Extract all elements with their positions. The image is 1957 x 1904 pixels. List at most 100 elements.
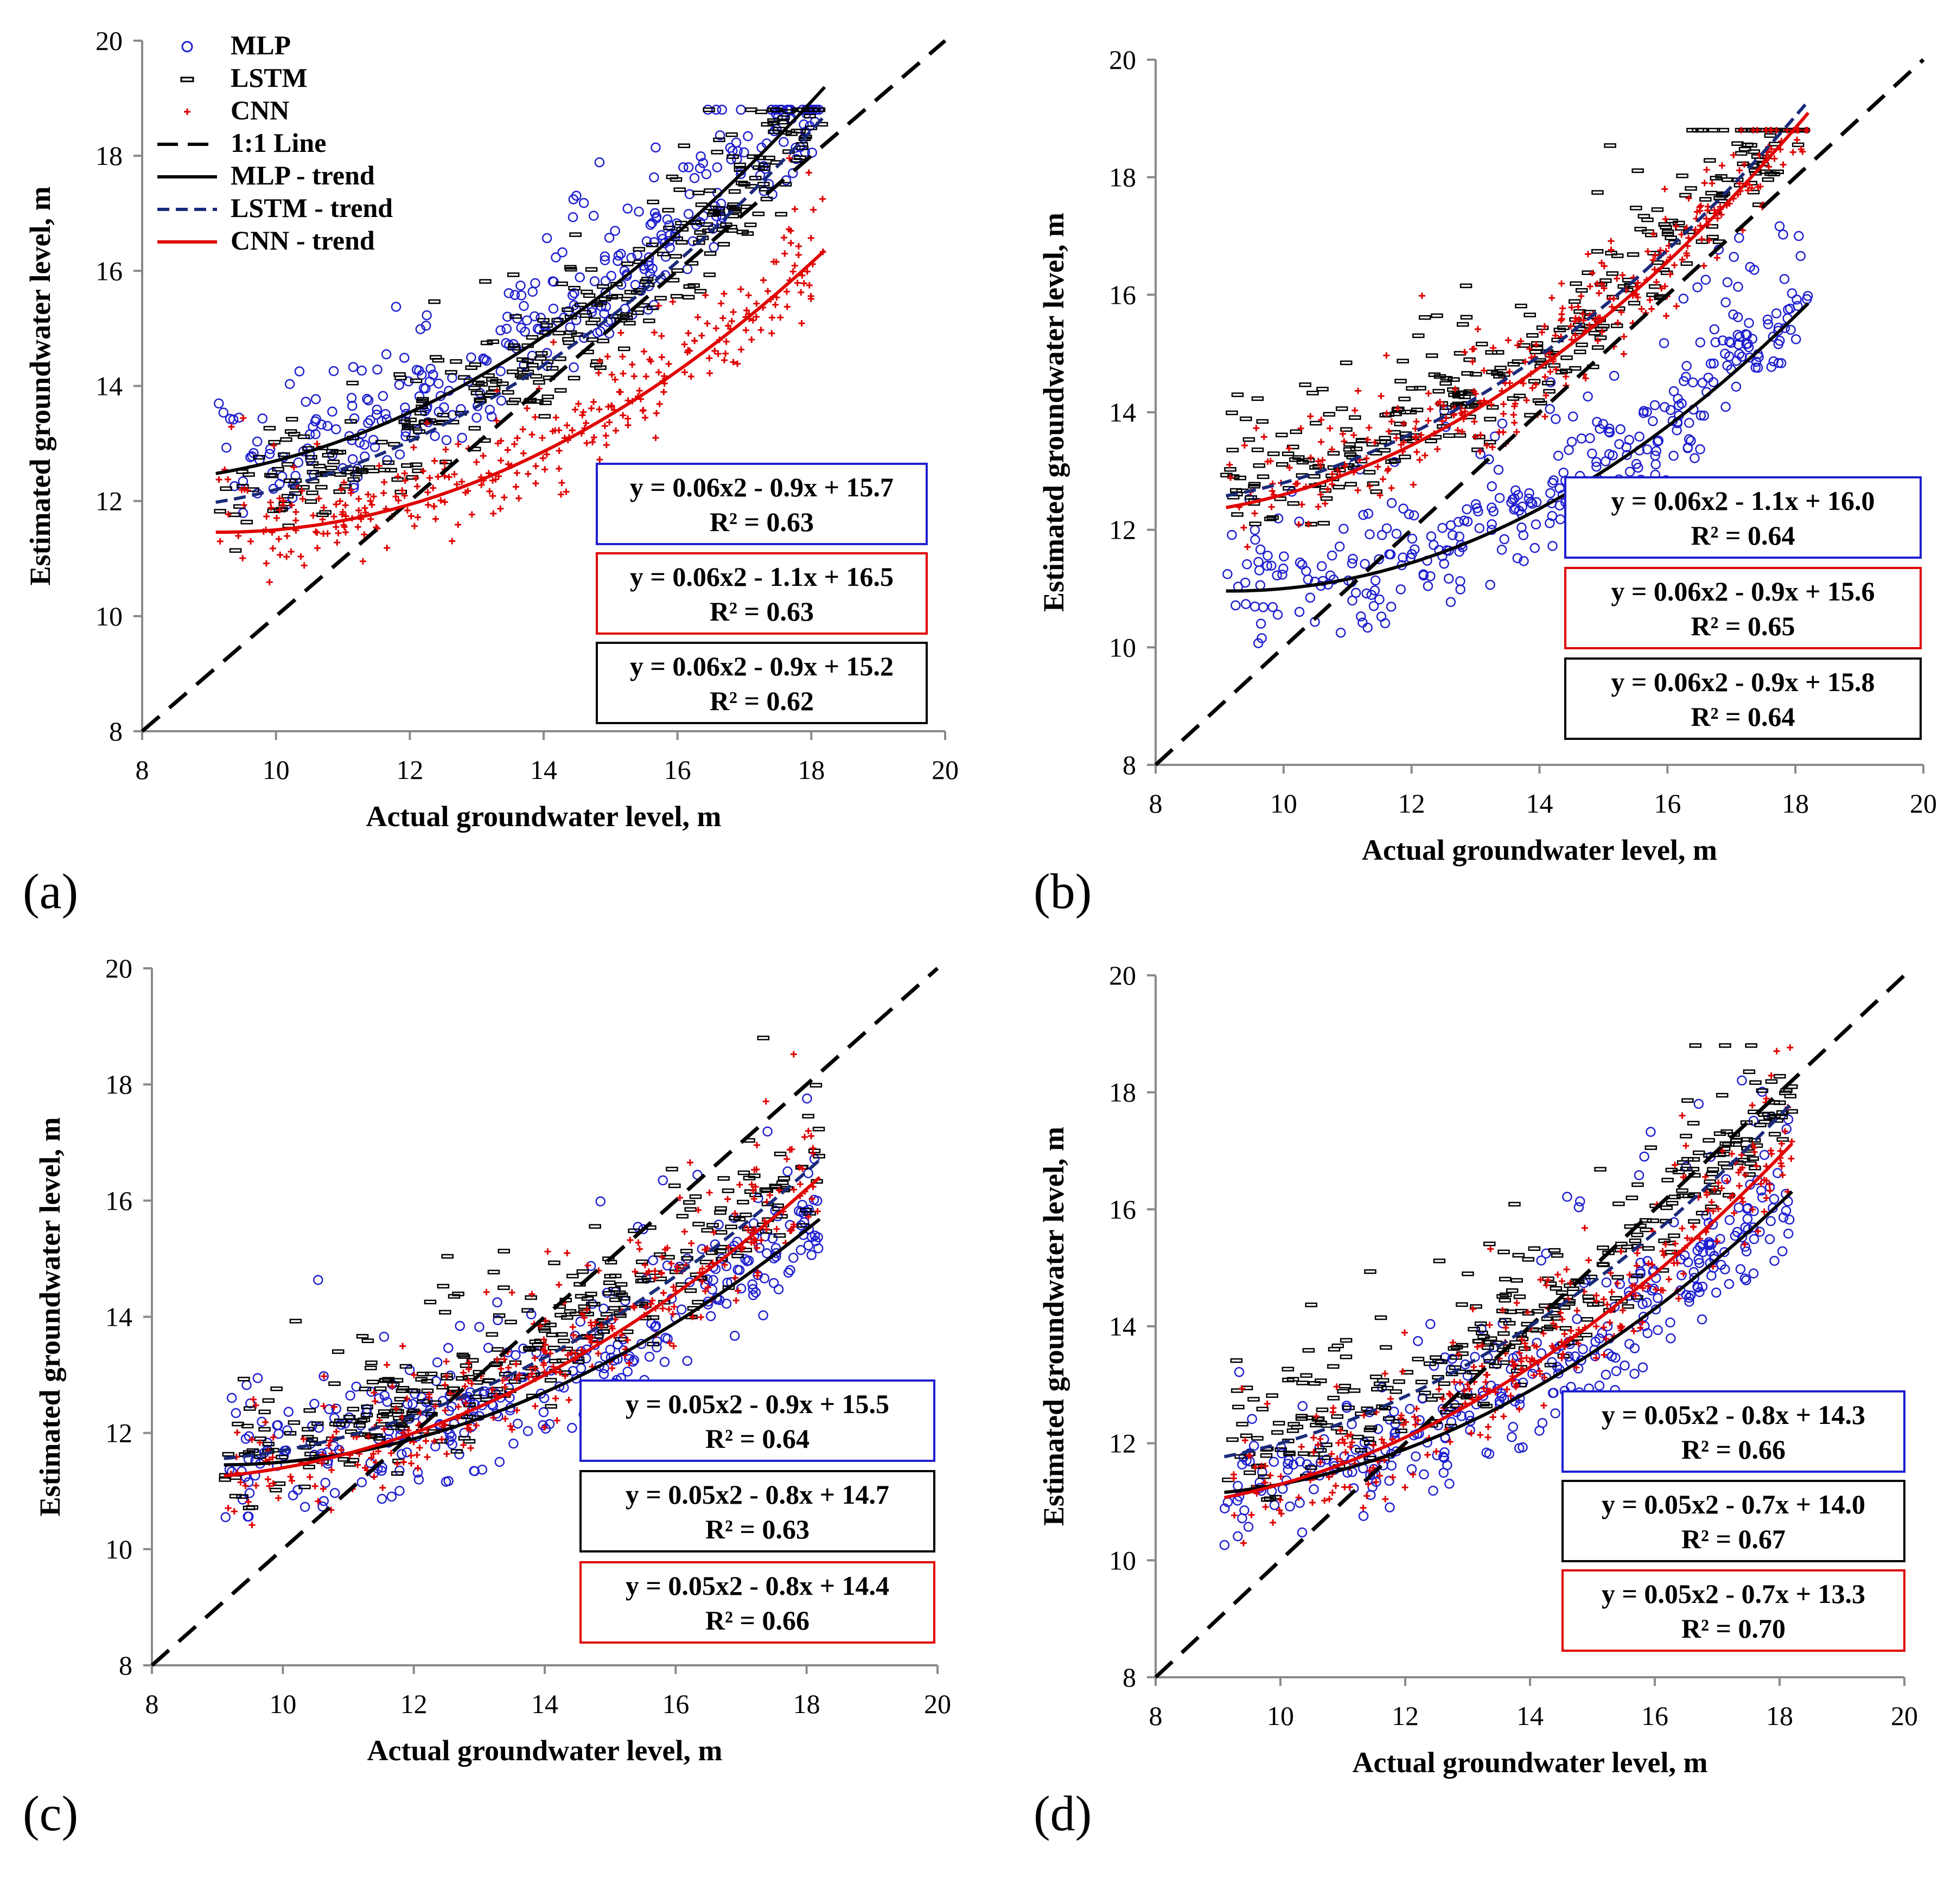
point-cnn [225,1505,232,1512]
point-mlp [1358,1511,1369,1521]
point-lstm [1758,1119,1771,1124]
point-lstm [365,1360,378,1365]
point-mlp [1759,1149,1770,1160]
point-mlp [441,435,452,445]
point-mlp [1497,418,1508,429]
point-lstm [1370,489,1382,494]
point-mlp [779,137,789,147]
point-lstm [676,1213,689,1219]
point-cnn [753,314,760,321]
point-cnn [314,529,321,536]
point-mlp [604,233,615,243]
point-cnn [1709,180,1716,187]
y-tick-label: 14 [95,371,123,401]
point-mlp [1749,265,1760,275]
point-cnn [558,491,565,498]
point-cnn [562,1372,569,1379]
point-mlp [1651,446,1662,456]
point-cnn [311,1483,318,1490]
point-cnn [1373,1478,1380,1485]
one-to-one-line [1154,58,1925,766]
point-cnn [275,1494,282,1502]
point-mlp [651,142,661,153]
point-mlp [1440,421,1451,432]
point-lstm [1297,1451,1310,1456]
point-cnn [569,1324,576,1331]
point-mlp [1547,1357,1557,1368]
point-mlp [709,242,719,252]
point-lstm [1379,436,1392,441]
point-lstm [401,463,413,468]
point-mlp [622,1366,633,1377]
point-lstm [1454,351,1467,356]
point-cnn [787,239,794,246]
point-lstm [1448,1346,1461,1351]
point-mlp [645,220,656,230]
point-mlp [1240,599,1251,609]
point-cnn [1335,1439,1342,1446]
point-cnn [401,492,408,499]
point-lstm [463,1439,476,1444]
point-cnn [640,407,647,414]
point-lstm [1251,1436,1264,1441]
point-mlp [1516,522,1527,533]
point-cnn [750,1195,757,1202]
point-lstm [307,470,320,475]
point-cnn [447,1390,454,1397]
point-cnn [753,300,760,307]
point-mlp [730,1331,740,1341]
point-cnn [1523,1345,1530,1352]
point-cnn [1621,333,1628,340]
y-tick-label: 10 [1109,1545,1136,1575]
point-cnn [564,1250,571,1257]
point-cnn [721,1261,728,1268]
point-lstm [375,439,388,445]
point-cnn [569,427,576,434]
equation-box: y = 0.05x2 - 0.7x + 14.0R² = 0.67 [1561,1480,1905,1562]
point-cnn [1749,1102,1756,1109]
point-lstm [1415,1379,1428,1384]
point-cnn [1573,1364,1580,1371]
point-lstm [549,1358,562,1364]
point-cnn [596,406,603,413]
point-cnn [578,1346,585,1353]
point-mlp [1266,560,1277,571]
point-cnn [320,1485,327,1492]
point-cnn [1644,1283,1652,1290]
point-mlp [238,476,248,487]
point-mlp [434,378,444,389]
point-cnn [1548,295,1556,302]
point-cnn [651,329,658,336]
point-cnn [754,1244,761,1251]
point-cnn [1365,1480,1372,1487]
point-lstm [671,268,684,273]
point-mlp [1684,418,1694,428]
point-cnn [564,1352,571,1359]
panel-label-c: (c) [23,1786,79,1841]
point-cnn [1512,1361,1519,1368]
point-cnn [1309,1499,1316,1506]
point-cnn [1536,1368,1543,1375]
point-mlp [634,206,644,217]
point-lstm [715,1230,728,1235]
point-mlp [1744,318,1754,328]
point-cnn [1614,275,1621,282]
point-lstm [1276,462,1289,467]
point-cnn [354,523,361,531]
point-mlp [1437,522,1448,533]
point-lstm [586,1301,598,1307]
point-mlp [1288,1459,1298,1470]
point-mlp [1334,541,1345,552]
point-cnn [806,282,813,289]
point-cnn [807,295,814,302]
point-lstm [573,1282,586,1287]
point-mlp [1783,1114,1794,1124]
point-lstm [1528,379,1541,384]
point-cnn [1781,1128,1788,1135]
point-lstm [534,356,547,361]
point-cnn [1278,1510,1285,1517]
point-lstm [1283,1452,1296,1456]
point-lstm [687,283,700,288]
point-cnn [1646,297,1653,304]
point-cnn [1690,1223,1697,1230]
